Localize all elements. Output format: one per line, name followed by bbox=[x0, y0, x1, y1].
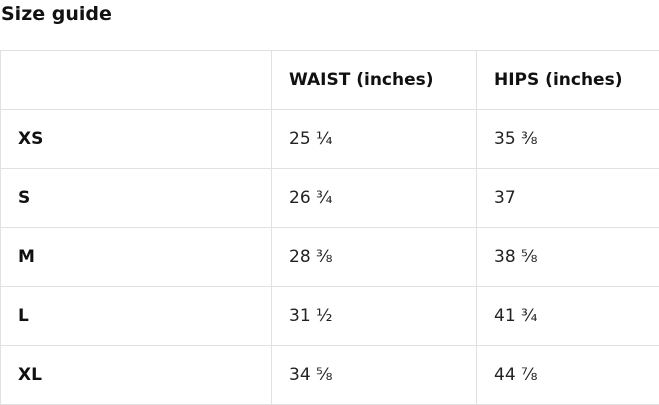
page-title: Size guide bbox=[1, 3, 112, 25]
header-cell-empty bbox=[0, 50, 272, 110]
waist-value-xs: 25 ¼ bbox=[271, 109, 477, 169]
waist-value-m: 28 ⅜ bbox=[271, 227, 477, 287]
waist-value-l: 31 ½ bbox=[271, 286, 477, 346]
size-guide-table: WAIST (inches) HIPS (inches) XS 25 ¼ 35 … bbox=[0, 50, 659, 405]
size-label-xs: XS bbox=[0, 109, 272, 169]
hips-value-m: 38 ⅝ bbox=[476, 227, 659, 287]
table-row: S 26 ¾ 37 bbox=[0, 168, 659, 228]
table-row: M 28 ⅜ 38 ⅝ bbox=[0, 227, 659, 287]
size-label-xl: XL bbox=[0, 345, 272, 405]
table-header-row: WAIST (inches) HIPS (inches) bbox=[0, 50, 659, 110]
table-row: XS 25 ¼ 35 ⅜ bbox=[0, 109, 659, 169]
size-label-l: L bbox=[0, 286, 272, 346]
table-row: L 31 ½ 41 ¾ bbox=[0, 286, 659, 346]
hips-value-s: 37 bbox=[476, 168, 659, 228]
hips-value-xs: 35 ⅜ bbox=[476, 109, 659, 169]
table-row: XL 34 ⅝ 44 ⅞ bbox=[0, 345, 659, 405]
waist-value-xl: 34 ⅝ bbox=[271, 345, 477, 405]
hips-value-l: 41 ¾ bbox=[476, 286, 659, 346]
size-label-s: S bbox=[0, 168, 272, 228]
waist-value-s: 26 ¾ bbox=[271, 168, 477, 228]
size-label-m: M bbox=[0, 227, 272, 287]
header-cell-waist: WAIST (inches) bbox=[271, 50, 477, 110]
header-cell-hips: HIPS (inches) bbox=[476, 50, 659, 110]
hips-value-xl: 44 ⅞ bbox=[476, 345, 659, 405]
